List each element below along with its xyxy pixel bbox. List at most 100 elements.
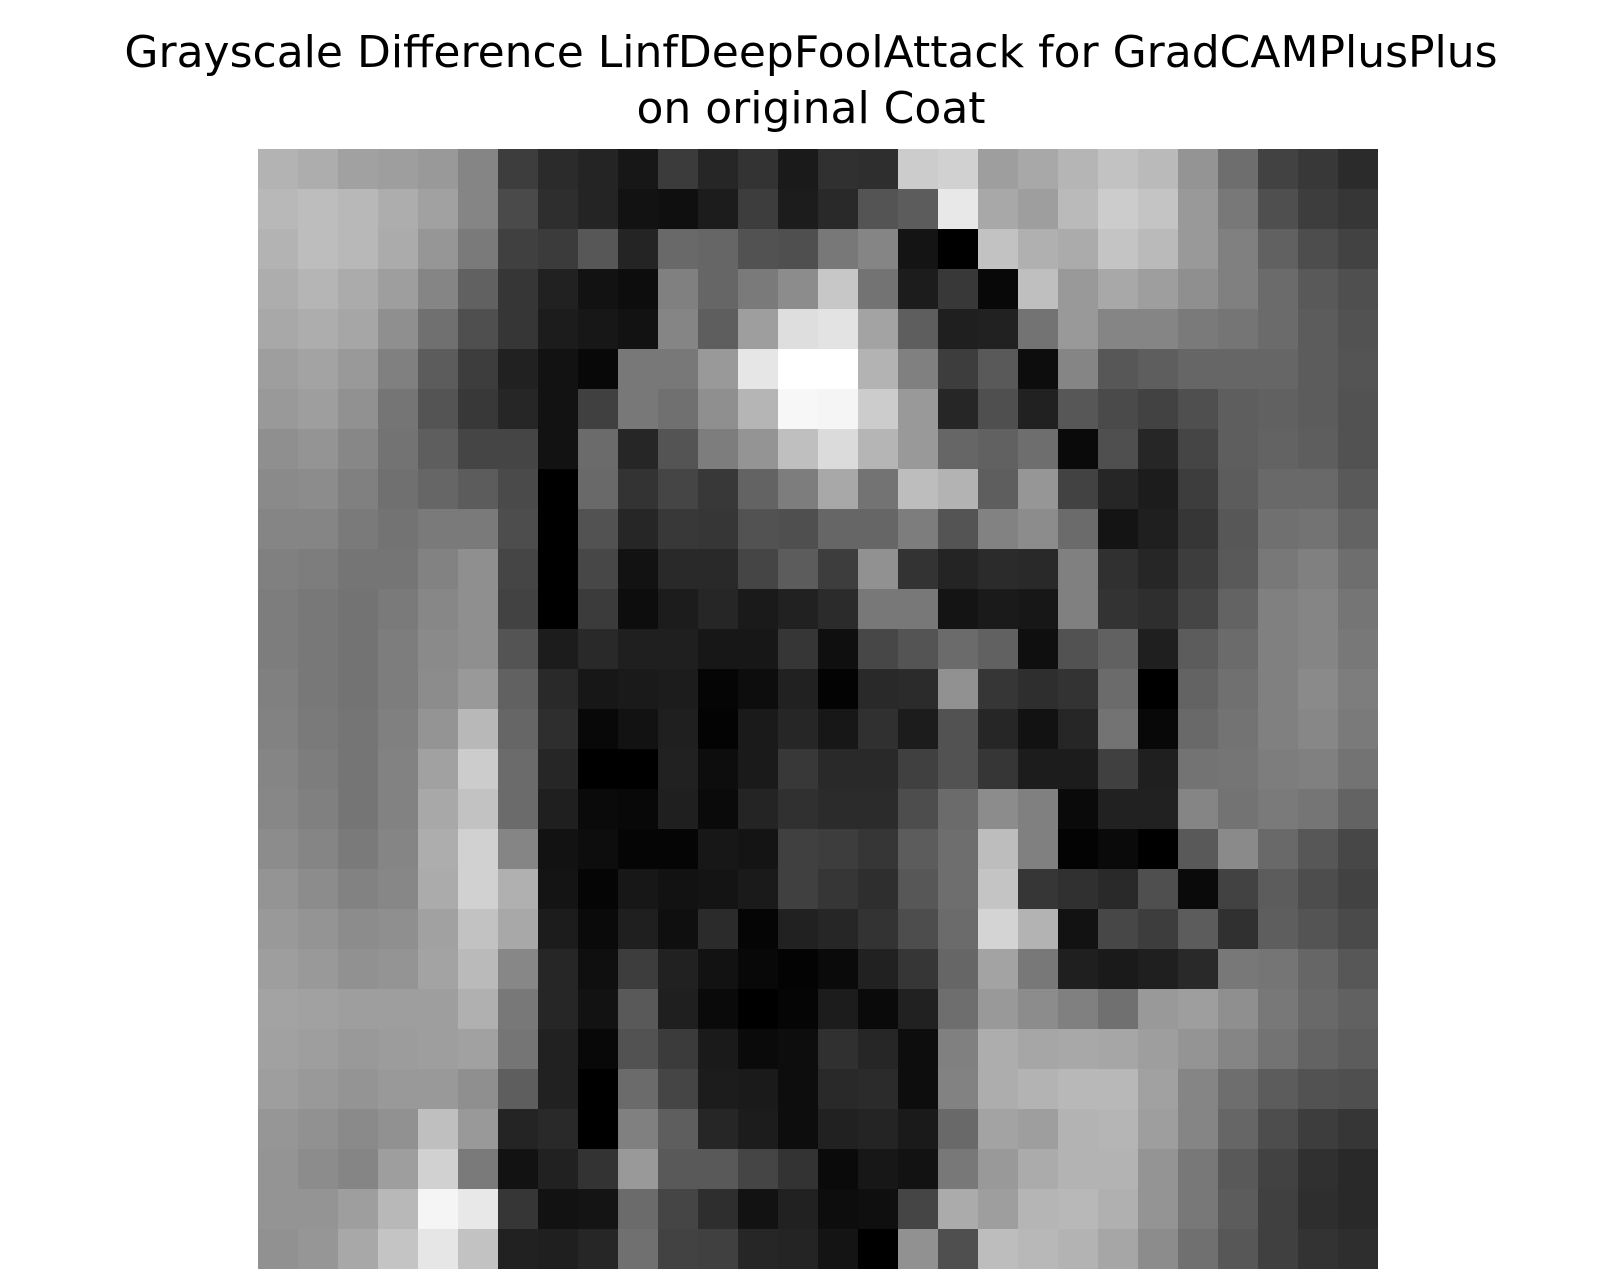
heatmap-cell-r0-c18 bbox=[978, 149, 1019, 190]
heatmap-cell-r0-c7 bbox=[538, 149, 579, 190]
heatmap-cell-r8-c22 bbox=[1138, 469, 1179, 510]
heatmap-cell-r0-c22 bbox=[1138, 149, 1179, 190]
heatmap-cell-r5-c7 bbox=[538, 349, 579, 390]
heatmap-cell-r19-c16 bbox=[898, 909, 939, 950]
heatmap-cell-r22-c15 bbox=[858, 1029, 899, 1070]
heatmap-cell-r13-c0 bbox=[258, 669, 299, 710]
heatmap-cell-r4-c8 bbox=[578, 309, 619, 350]
heatmap-cell-r7-c9 bbox=[618, 429, 659, 470]
heatmap-cell-r27-c7 bbox=[538, 1229, 579, 1269]
heatmap-cell-r0-c9 bbox=[618, 149, 659, 190]
heatmap-cell-r5-c26 bbox=[1298, 349, 1339, 390]
heatmap-cell-r20-c4 bbox=[418, 949, 459, 990]
heatmap-cell-r8-c8 bbox=[578, 469, 619, 510]
heatmap-cell-r23-c2 bbox=[338, 1069, 379, 1110]
heatmap-cell-r6-c5 bbox=[458, 389, 499, 430]
heatmap-cell-r27-c27 bbox=[1338, 1229, 1378, 1269]
heatmap-cell-r10-c2 bbox=[338, 549, 379, 590]
heatmap-cell-r21-c17 bbox=[938, 989, 979, 1030]
heatmap-cell-r0-c5 bbox=[458, 149, 499, 190]
heatmap-cell-r19-c10 bbox=[658, 909, 699, 950]
heatmap-cell-r24-c5 bbox=[458, 1109, 499, 1150]
heatmap-cell-r27-c8 bbox=[578, 1229, 619, 1269]
heatmap-cell-r12-c25 bbox=[1258, 629, 1299, 670]
heatmap-cell-r15-c23 bbox=[1178, 749, 1219, 790]
heatmap-cell-r1-c9 bbox=[618, 189, 659, 230]
heatmap-cell-r26-c27 bbox=[1338, 1189, 1378, 1230]
heatmap-cell-r4-c25 bbox=[1258, 309, 1299, 350]
heatmap-cell-r4-c12 bbox=[738, 309, 779, 350]
heatmap-cell-r21-c4 bbox=[418, 989, 459, 1030]
heatmap-cell-r21-c19 bbox=[1018, 989, 1059, 1030]
heatmap-cell-r6-c25 bbox=[1258, 389, 1299, 430]
heatmap-cell-r21-c14 bbox=[818, 989, 859, 1030]
heatmap-cell-r4-c1 bbox=[298, 309, 339, 350]
heatmap-cell-r2-c5 bbox=[458, 229, 499, 270]
heatmap-cell-r8-c12 bbox=[738, 469, 779, 510]
heatmap-cell-r19-c14 bbox=[818, 909, 859, 950]
heatmap-cell-r13-c21 bbox=[1098, 669, 1139, 710]
heatmap-cell-r11-c10 bbox=[658, 589, 699, 630]
heatmap-cell-r6-c0 bbox=[258, 389, 299, 430]
heatmap-cell-r24-c19 bbox=[1018, 1109, 1059, 1150]
heatmap-cell-r15-c19 bbox=[1018, 749, 1059, 790]
heatmap-cell-r26-c16 bbox=[898, 1189, 939, 1230]
heatmap-cell-r15-c11 bbox=[698, 749, 739, 790]
heatmap-cell-r10-c8 bbox=[578, 549, 619, 590]
heatmap-cell-r19-c8 bbox=[578, 909, 619, 950]
heatmap-cell-r5-c3 bbox=[378, 349, 419, 390]
heatmap-cell-r25-c16 bbox=[898, 1149, 939, 1190]
heatmap-cell-r1-c13 bbox=[778, 189, 819, 230]
heatmap-cell-r14-c2 bbox=[338, 709, 379, 750]
heatmap-cell-r5-c15 bbox=[858, 349, 899, 390]
heatmap-cell-r16-c11 bbox=[698, 789, 739, 830]
heatmap-cell-r20-c5 bbox=[458, 949, 499, 990]
heatmap-cell-r20-c19 bbox=[1018, 949, 1059, 990]
heatmap-cell-r0-c26 bbox=[1298, 149, 1339, 190]
heatmap-cell-r1-c11 bbox=[698, 189, 739, 230]
heatmap-cell-r25-c18 bbox=[978, 1149, 1019, 1190]
heatmap-cell-r18-c1 bbox=[298, 869, 339, 910]
heatmap-cell-r21-c20 bbox=[1058, 989, 1099, 1030]
heatmap-cell-r12-c3 bbox=[378, 629, 419, 670]
heatmap-cell-r1-c6 bbox=[498, 189, 539, 230]
heatmap-cell-r6-c17 bbox=[938, 389, 979, 430]
heatmap-cell-r14-c5 bbox=[458, 709, 499, 750]
heatmap-cell-r14-c23 bbox=[1178, 709, 1219, 750]
heatmap-cell-r22-c6 bbox=[498, 1029, 539, 1070]
heatmap-cell-r13-c12 bbox=[738, 669, 779, 710]
heatmap-cell-r18-c26 bbox=[1298, 869, 1339, 910]
heatmap-cell-r20-c23 bbox=[1178, 949, 1219, 990]
heatmap-cell-r22-c5 bbox=[458, 1029, 499, 1070]
heatmap-cell-r25-c6 bbox=[498, 1149, 539, 1190]
heatmap-cell-r23-c14 bbox=[818, 1069, 859, 1110]
heatmap-cell-r15-c12 bbox=[738, 749, 779, 790]
heatmap-cell-r8-c18 bbox=[978, 469, 1019, 510]
heatmap-cell-r6-c8 bbox=[578, 389, 619, 430]
heatmap-cell-r6-c6 bbox=[498, 389, 539, 430]
heatmap-cell-r0-c20 bbox=[1058, 149, 1099, 190]
heatmap-cell-r11-c27 bbox=[1338, 589, 1378, 630]
heatmap-cell-r2-c13 bbox=[778, 229, 819, 270]
heatmap-cell-r26-c22 bbox=[1138, 1189, 1179, 1230]
heatmap-cell-r18-c17 bbox=[938, 869, 979, 910]
heatmap-cell-r20-c16 bbox=[898, 949, 939, 990]
heatmap-cell-r11-c21 bbox=[1098, 589, 1139, 630]
heatmap-cell-r4-c14 bbox=[818, 309, 859, 350]
heatmap-cell-r25-c11 bbox=[698, 1149, 739, 1190]
heatmap-cell-r3-c23 bbox=[1178, 269, 1219, 310]
heatmap-cell-r23-c3 bbox=[378, 1069, 419, 1110]
heatmap-cell-r8-c14 bbox=[818, 469, 859, 510]
heatmap-cell-r18-c6 bbox=[498, 869, 539, 910]
heatmap-cell-r23-c13 bbox=[778, 1069, 819, 1110]
heatmap-cell-r4-c20 bbox=[1058, 309, 1099, 350]
heatmap-cell-r18-c23 bbox=[1178, 869, 1219, 910]
heatmap-cell-r27-c24 bbox=[1218, 1229, 1259, 1269]
heatmap-cell-r18-c0 bbox=[258, 869, 299, 910]
heatmap-cell-r8-c17 bbox=[938, 469, 979, 510]
heatmap-cell-r0-c14 bbox=[818, 149, 859, 190]
heatmap-cell-r12-c12 bbox=[738, 629, 779, 670]
heatmap-cell-r14-c19 bbox=[1018, 709, 1059, 750]
heatmap-cell-r13-c1 bbox=[298, 669, 339, 710]
heatmap-cell-r21-c8 bbox=[578, 989, 619, 1030]
